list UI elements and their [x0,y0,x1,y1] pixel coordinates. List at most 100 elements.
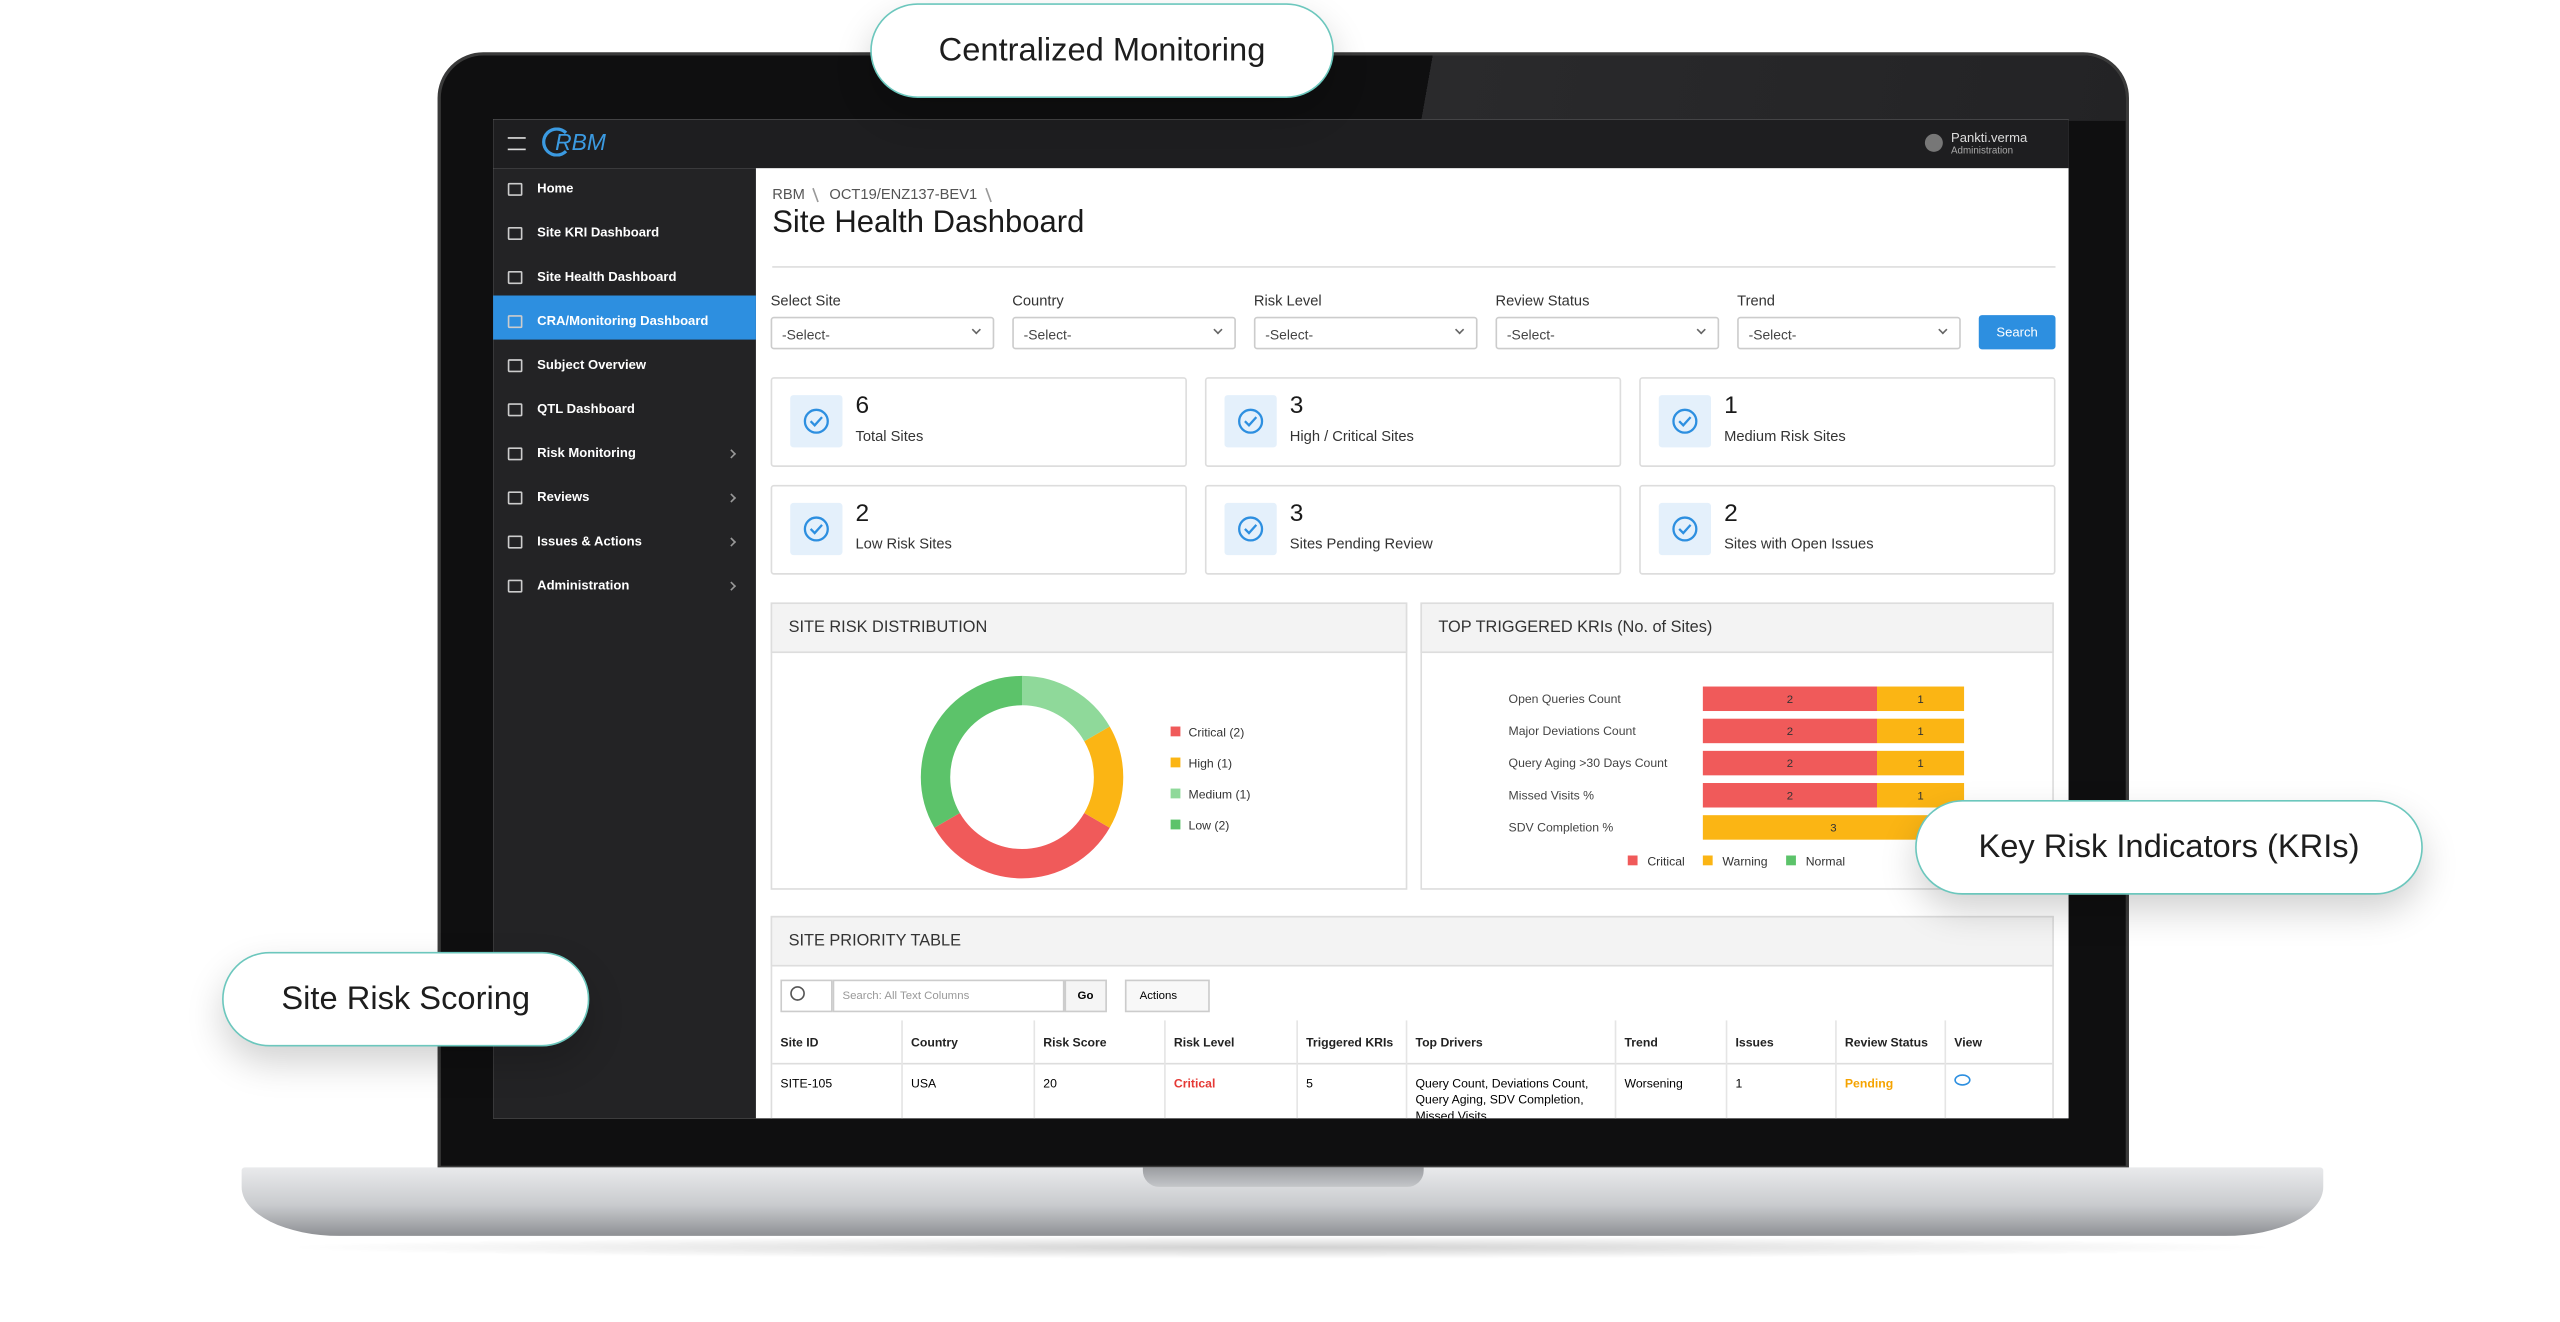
kpi-card [1204,484,1622,575]
column-header[interactable]: Risk Score [1043,1035,1107,1050]
search-button[interactable]: Search [1978,315,2056,350]
kpi-label: High / Critical Sites [1289,427,1414,445]
logo-mark [542,127,572,157]
kri-label: Open Queries Count [1509,692,1622,706]
table-cell: Query Count, Deviations Count, Query Agi… [1415,1075,1589,1119]
laptop-reflection [1371,55,2126,121]
kpi-icon [1224,395,1277,448]
column-header[interactable]: Triggered KRIs [1306,1035,1394,1050]
nav-icon [507,403,523,417]
kri-bar-label: 1 [1917,790,1923,802]
menu-button[interactable] [507,137,526,151]
filter-select[interactable]: -Select- [1012,316,1236,350]
column-header[interactable]: Country [911,1035,958,1050]
user-name[interactable]: Pankti.verma [1951,130,2028,146]
nav-item[interactable]: Reviews [537,489,590,505]
nav-item[interactable]: Home [537,181,574,196]
column-divider [1033,1020,1036,1119]
check-mark [809,524,823,535]
kpi-icon [790,502,843,556]
filter-select[interactable]: -Select- [1495,316,1720,350]
kpi-label: Sites with Open Issues [1724,535,1874,552]
search-icon-box[interactable] [780,979,833,1013]
nav-item[interactable]: Site Health Dashboard [537,269,677,285]
nav-item[interactable]: CRA/Monitoring Dashboard [537,313,709,329]
table-cell: 20 [1043,1075,1057,1091]
legend-swatch [1786,855,1796,866]
nav-icon [507,579,523,593]
nav-item[interactable]: QTL Dashboard [537,401,635,417]
table-cell: Worsening [1624,1075,1683,1091]
filter-select[interactable]: -Select- [1737,316,1961,350]
user-role: Administration [1951,146,2014,157]
column-header[interactable]: Issues [1735,1035,1774,1050]
breadcrumb-1[interactable]: OCT19/ENZ137-BEV1 [829,186,978,203]
table-cell: 5 [1306,1075,1313,1091]
filter-select[interactable]: -Select- [1253,316,1478,350]
nav-icon [507,315,523,329]
filter-select[interactable]: -Select- [770,316,995,350]
column-header[interactable]: Top Drivers [1415,1035,1483,1050]
kri-bar [1702,686,1878,712]
breadcrumb-0[interactable]: RBM [772,186,805,203]
kri-label: SDV Completion % [1509,821,1614,835]
kri-bar-label: 2 [1787,758,1793,770]
kpi-label: Low Risk Sites [855,535,952,552]
go-button[interactable]: Go [1064,979,1107,1013]
column-header[interactable]: View [1954,1035,1982,1050]
check-icon [1238,408,1264,434]
legend-label: Low (2) [1189,818,1230,832]
kpi-card [1639,377,2056,467]
risk-panel-header [770,602,1408,654]
kri-bar-label: 1 [1917,758,1923,770]
user-avatar[interactable] [1924,133,1943,152]
check-icon [1238,516,1264,542]
donut-segment [934,812,1110,879]
kpi-icon [1224,502,1277,556]
table-header-line [772,1062,2053,1065]
table-panel-header [770,915,2054,967]
filter-label: Risk Level [1253,292,1322,309]
nav-item[interactable]: Administration [537,577,630,593]
page-title: Site Health Dashboard [772,205,1085,240]
legend-label: Medium (1) [1189,787,1251,801]
nav-item[interactable]: Issues & Actions [537,533,642,549]
check-icon [803,408,829,434]
kri-bar [1877,686,1965,712]
nav-item[interactable]: Site KRI Dashboard [537,225,660,240]
check-circle [803,408,829,434]
column-header[interactable]: Risk Level [1173,1035,1235,1050]
nav-icon [507,271,523,285]
kpi-value: 1 [1724,391,1738,420]
kri-bar [1877,750,1965,776]
column-header[interactable]: Site ID [780,1035,819,1050]
column-divider [1944,1020,1947,1119]
table-search[interactable]: Search: All Text Columns [832,979,1065,1013]
column-header[interactable]: Review Status [1844,1035,1928,1050]
view-icon[interactable] [1954,1074,1971,1086]
check-mark [1678,524,1692,535]
kpi-value: 3 [1289,499,1304,528]
column-divider [1725,1020,1728,1119]
donut-segment [1083,726,1124,828]
nav-icon [507,535,523,549]
kpi-label: Medium Risk Sites [1724,427,1846,445]
kri-label: Query Aging >30 Days Count [1509,756,1668,770]
nav-item[interactable]: Risk Monitoring [537,445,636,461]
donut-segment [1021,675,1110,742]
kpi-card [1204,377,1622,467]
check-circle [1238,516,1264,542]
callout: Key Risk Indicators (KRIs) [1915,799,2423,895]
screen: RBM Pankti.verma Administration RBM OCT1… [493,119,2069,1119]
laptop-notch [1142,1167,1424,1187]
kpi-value: 2 [855,499,870,528]
nav-item[interactable]: Subject Overview [537,357,647,373]
column-divider [1614,1020,1617,1119]
kpi-card [770,484,1187,575]
kri-bar [1702,750,1878,776]
column-header[interactable]: Trend [1624,1035,1658,1050]
divider [772,266,2056,268]
actions-button[interactable]: Actions [1124,979,1210,1013]
table-cell: SITE-105 [780,1075,833,1091]
table-cell: USA [911,1075,937,1091]
